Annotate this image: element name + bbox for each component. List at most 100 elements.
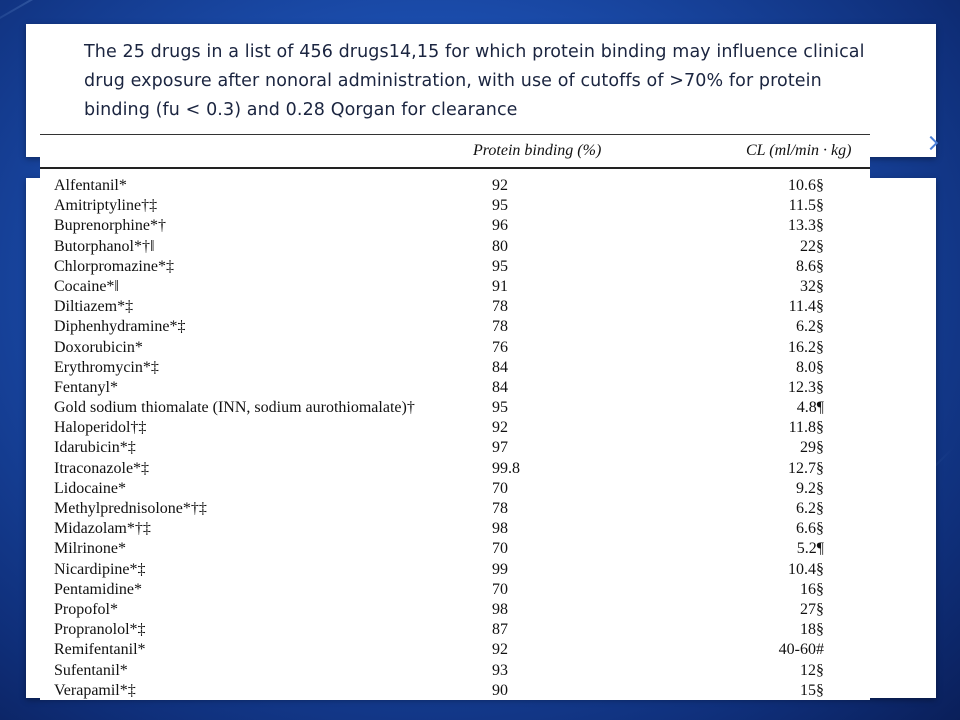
clearance-cell: 10.4§ — [788, 560, 824, 578]
table-row: Chlorpromazine*‡ 95 8.6§ — [40, 257, 870, 277]
clearance-cell: 4.8¶ — [796, 399, 824, 417]
protein-binding-cell: 93 — [492, 661, 508, 679]
table-row: Alfentanil* 92 10.6§ — [40, 176, 870, 196]
table-row: Nicardipine*‡ 99 10.4§ — [40, 560, 870, 580]
drug-name-cell: Diltiazem*‡ — [54, 298, 134, 316]
drug-name-cell: Butorphanol*†‖ — [54, 237, 155, 255]
clearance-cell: 11.4§ — [788, 298, 824, 316]
protein-binding-cell: 90 — [492, 681, 508, 699]
table-row: Sufentanil* 93 12§ — [40, 661, 870, 681]
clearance-cell: 13.3§ — [788, 217, 824, 235]
clearance-cell: 5.2¶ — [796, 540, 824, 558]
clearance-cell: 6.6§ — [796, 520, 824, 538]
table-header-rule — [40, 167, 870, 169]
protein-binding-cell: 76 — [492, 338, 508, 356]
drug-name-cell: Propranolol*‡ — [54, 621, 146, 639]
drug-name-cell: Sufentanil* — [54, 661, 128, 679]
table-row: Erythromycin*‡ 84 8.0§ — [40, 358, 870, 378]
drug-name-cell: Fentanyl* — [54, 378, 118, 396]
table-row: Diphenhydramine*‡ 78 6.2§ — [40, 317, 870, 337]
drug-name-cell: Midazolam*†‡ — [54, 520, 151, 538]
drug-name-cell: Alfentanil* — [54, 177, 127, 194]
table-row: Butorphanol*†‖ 80 22§ — [40, 237, 870, 257]
table-row: Fentanyl* 84 12.3§ — [40, 378, 870, 398]
protein-binding-cell: 70 — [492, 580, 508, 598]
table-row: Milrinone* 70 5.2¶ — [40, 539, 870, 559]
clearance-cell: 12.7§ — [788, 459, 824, 477]
table-row: Propranolol*‡ 87 18§ — [40, 620, 870, 640]
drug-name-cell: Pentamidine* — [54, 580, 142, 598]
table-row: Lidocaine* 70 9.2§ — [40, 479, 870, 499]
clearance-cell: 10.6§ — [788, 177, 824, 194]
drug-name-cell: Methylprednisolone*†‡ — [54, 500, 207, 517]
protein-binding-cell: 78 — [492, 298, 508, 316]
protein-binding-cell: 95 — [492, 257, 508, 275]
clearance-cell: 16.2§ — [788, 338, 824, 356]
protein-binding-cell: 99 — [492, 560, 508, 578]
table-row: Pentamidine* 70 16§ — [40, 580, 870, 600]
table-row: Diltiazem*‡ 78 11.4§ — [40, 297, 870, 317]
clearance-cell: 27§ — [800, 600, 824, 618]
protein-binding-cell: 70 — [492, 479, 508, 497]
drug-name-cell: Erythromycin*‡ — [54, 358, 159, 376]
protein-binding-cell: 98 — [492, 520, 508, 538]
drug-name-cell: Remifentanil* — [54, 641, 146, 659]
table-row: Verapamil*‡ 90 15§ — [40, 681, 870, 701]
drug-name-cell: Propofol* — [54, 600, 118, 618]
protein-binding-cell: 91 — [492, 277, 508, 295]
clearance-cell: 6.2§ — [796, 500, 824, 517]
table-row: Methylprednisolone*†‡ 78 6.2§ — [40, 499, 870, 519]
drug-name-cell: Haloperidol†‡ — [54, 419, 147, 437]
slide-title: The 25 drugs in a list of 456 drugs14,15… — [84, 42, 865, 120]
drug-name-cell: Idarubicin*‡ — [54, 439, 136, 457]
protein-binding-cell: 78 — [492, 318, 508, 336]
protein-binding-cell: 99.8 — [492, 459, 520, 477]
clearance-cell: 32§ — [800, 277, 824, 295]
clearance-cell: 16§ — [800, 580, 824, 598]
drug-name-cell: Nicardipine*‡ — [54, 560, 146, 578]
clearance-cell: 11.5§ — [788, 197, 824, 215]
protein-binding-cell: 80 — [492, 237, 508, 255]
table-body: Alfentanil* 92 10.6§ Amitriptyline†‡ 95 11.5§… — [40, 176, 870, 701]
protein-binding-cell: 92 — [492, 419, 508, 437]
drug-name-cell: Itraconazole*‡ — [54, 459, 150, 477]
drug-name-cell: Amitriptyline†‡ — [54, 197, 158, 215]
drug-name-cell: Lidocaine* — [54, 479, 126, 497]
table-row: Amitriptyline†‡ 95 11.5§ — [40, 196, 870, 216]
table-row: Buprenorphine*† 96 13.3§ — [40, 216, 870, 236]
drug-name-cell: Chlorpromazine*‡ — [54, 257, 174, 275]
clearance-cell: 6.2§ — [796, 318, 824, 336]
drug-name-cell: Buprenorphine*† — [54, 217, 166, 235]
clearance-cell: 29§ — [800, 439, 824, 457]
clearance-cell: 15§ — [800, 681, 824, 699]
drug-name-cell: Cocaine*‖ — [54, 277, 119, 295]
clearance-cell: 11.8§ — [788, 419, 824, 437]
clearance-cell: 40-60# — [778, 641, 824, 659]
header-protein-binding: Protein binding (%) — [473, 142, 602, 159]
table-row: Doxorubicin* 76 16.2§ — [40, 338, 870, 358]
clearance-cell: 22§ — [800, 237, 824, 255]
table-row: Remifentanil* 92 40-60# — [40, 640, 870, 660]
drug-name-cell: Doxorubicin* — [54, 338, 143, 356]
protein-binding-cell: 97 — [492, 439, 508, 457]
clearance-cell: 12.3§ — [788, 378, 824, 396]
protein-binding-cell: 84 — [492, 358, 508, 376]
table-row: Propofol* 98 27§ — [40, 600, 870, 620]
clearance-cell: 18§ — [800, 621, 824, 639]
clearance-cell: 8.6§ — [796, 257, 824, 275]
header-clearance: CL (ml/min · kg) — [746, 142, 852, 159]
protein-binding-cell: 96 — [492, 217, 508, 235]
table-row: Haloperidol†‡ 92 11.8§ — [40, 418, 870, 438]
clearance-cell: 9.2§ — [796, 479, 824, 497]
drug-name-cell: Verapamil*‡ — [54, 681, 136, 699]
drug-name-cell: Gold sodium thiomalate (INN, sodium auro… — [54, 399, 415, 417]
protein-binding-cell: 95 — [492, 197, 508, 215]
table-row: Cocaine*‖ 91 32§ — [40, 277, 870, 297]
table-row: Idarubicin*‡ 97 29§ — [40, 438, 870, 458]
drug-name-cell: Milrinone* — [54, 540, 126, 558]
protein-binding-cell: 95 — [492, 399, 508, 417]
protein-binding-cell: 92 — [492, 177, 508, 194]
table-top-rule — [40, 134, 870, 135]
table-row: Midazolam*†‡ 98 6.6§ — [40, 519, 870, 539]
protein-binding-cell: 78 — [492, 500, 508, 517]
